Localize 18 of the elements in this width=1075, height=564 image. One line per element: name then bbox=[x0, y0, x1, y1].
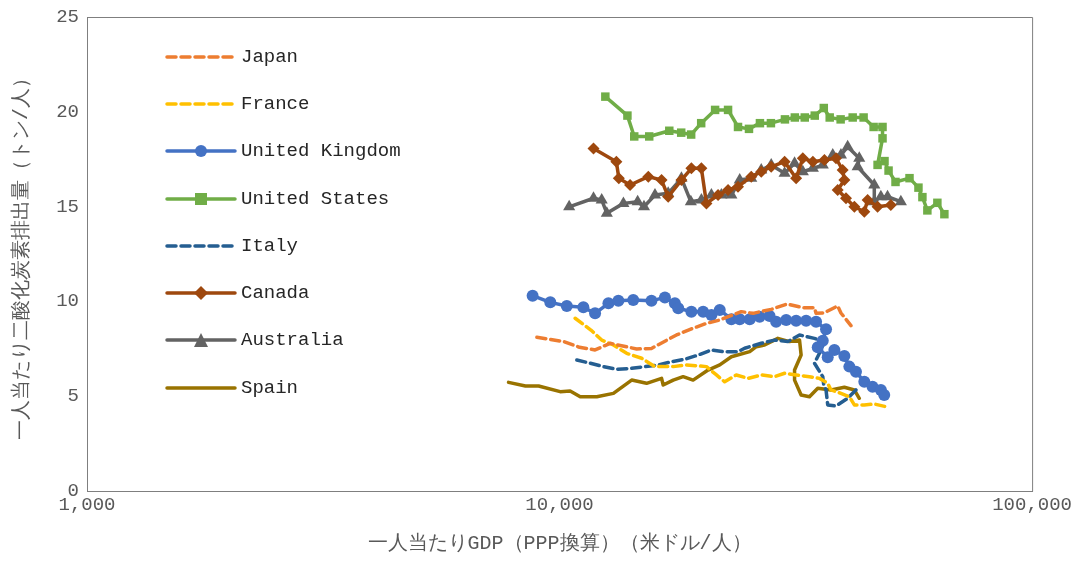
x-axis-title: 一人当たりGDP（PPP換算）（米ドル/人） bbox=[367, 532, 752, 556]
x-tick-label: 10,000 bbox=[525, 494, 594, 517]
y-tick-label: 15 bbox=[56, 195, 79, 218]
legend-label: Spain bbox=[241, 376, 299, 399]
legend-label: United States bbox=[241, 187, 390, 210]
legend-label: United Kingdom bbox=[241, 140, 401, 163]
y-tick-label: 5 bbox=[67, 385, 79, 408]
y-tick-label: 20 bbox=[56, 100, 79, 123]
y-tick-label: 0 bbox=[67, 480, 79, 503]
x-tick-label: 100,000 bbox=[992, 494, 1073, 517]
legend-label: Australia bbox=[241, 329, 344, 352]
y-axis-title: 一人当たり二酸化炭素排出量（トン/人） bbox=[10, 67, 34, 441]
legend-label: Canada bbox=[241, 282, 310, 305]
legend-label: Japan bbox=[241, 45, 299, 68]
legend-label: France bbox=[241, 92, 310, 115]
y-tick-label: 25 bbox=[56, 6, 79, 29]
legend-label: Italy bbox=[241, 234, 299, 257]
y-tick-label: 10 bbox=[56, 290, 79, 313]
